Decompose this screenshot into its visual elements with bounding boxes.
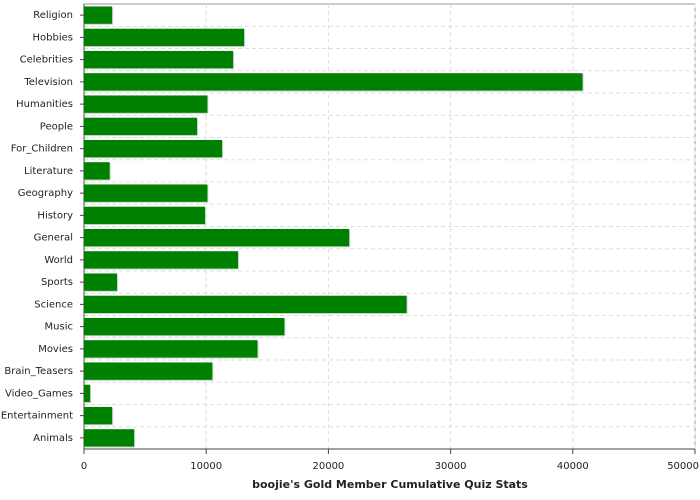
- bar: [84, 251, 238, 269]
- x-axis-title: boojie's Gold Member Cumulative Quiz Sta…: [252, 478, 528, 491]
- y-tick-label: History: [37, 210, 73, 221]
- y-tick-label: For_Children: [11, 144, 73, 155]
- bar: [84, 429, 135, 447]
- bar: [84, 95, 208, 113]
- y-tick-label: People: [40, 121, 73, 132]
- bar: [84, 139, 223, 158]
- y-tick-label: Religion: [33, 10, 73, 21]
- x-tick-label: 50000: [667, 461, 699, 472]
- bar: [84, 406, 113, 425]
- x-tick-label: 30000: [435, 461, 467, 472]
- x-tick-label: 20000: [312, 461, 344, 472]
- bar: [84, 184, 208, 202]
- y-tick-label: Brain_Teasers: [4, 366, 73, 377]
- x-tick-label: 10000: [190, 461, 222, 472]
- y-tick-label: Geography: [18, 188, 73, 199]
- y-tick-label: Science: [34, 299, 73, 310]
- y-tick-label: Humanities: [16, 99, 73, 110]
- y-tick-label: Television: [23, 77, 73, 88]
- bar: [84, 28, 245, 47]
- y-tick-label: Literature: [24, 166, 73, 177]
- bar: [84, 73, 583, 91]
- bar: [84, 6, 113, 24]
- bar: [84, 340, 258, 358]
- bar: [84, 362, 213, 380]
- bar: [84, 317, 285, 336]
- bar: [84, 117, 198, 136]
- y-tick-label: Celebrities: [20, 55, 73, 66]
- bar: [84, 273, 117, 291]
- y-tick-label: World: [44, 255, 73, 266]
- y-tick-label: Sports: [41, 277, 73, 288]
- y-tick-label: Entertainment: [1, 411, 73, 422]
- bar: [84, 228, 350, 247]
- y-tick-label: Music: [45, 322, 73, 333]
- y-tick-label: Movies: [38, 344, 73, 355]
- bar: [84, 50, 234, 69]
- bar: [84, 206, 205, 225]
- bar: [84, 384, 91, 403]
- y-tick-label: Animals: [33, 433, 73, 444]
- bar: [84, 295, 407, 314]
- bar: [84, 162, 110, 180]
- x-tick-label: 0: [81, 461, 87, 472]
- y-tick-label: Hobbies: [33, 32, 73, 43]
- y-tick-label: Video_Games: [5, 388, 73, 399]
- y-tick-label: General: [34, 233, 73, 244]
- x-tick-label: 40000: [557, 461, 589, 472]
